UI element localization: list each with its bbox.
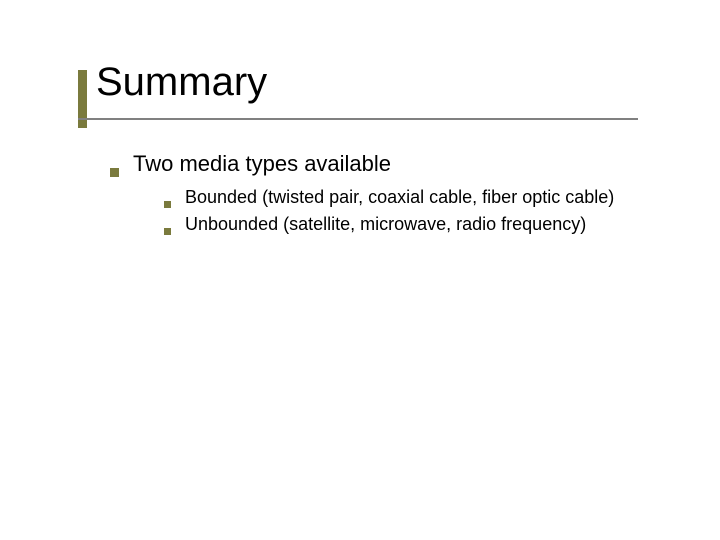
sub-list: Bounded (twisted pair, coaxial cable, fi…	[164, 186, 670, 237]
list-item-text: Two media types available	[133, 150, 391, 178]
slide: Summary Two media types available Bounde…	[0, 0, 720, 540]
square-bullet-icon	[110, 168, 119, 177]
slide-title: Summary	[96, 60, 267, 105]
square-bullet-icon	[164, 228, 171, 235]
list-item-text: Unbounded (satellite, microwave, radio f…	[185, 213, 586, 236]
square-bullet-icon	[164, 201, 171, 208]
list-item-text: Bounded (twisted pair, coaxial cable, fi…	[185, 186, 614, 209]
title-underline	[78, 118, 638, 120]
list-item: Bounded (twisted pair, coaxial cable, fi…	[164, 186, 670, 209]
content-area: Two media types available Bounded (twist…	[110, 150, 670, 240]
list-item: Unbounded (satellite, microwave, radio f…	[164, 213, 670, 236]
list-item: Two media types available	[110, 150, 670, 178]
